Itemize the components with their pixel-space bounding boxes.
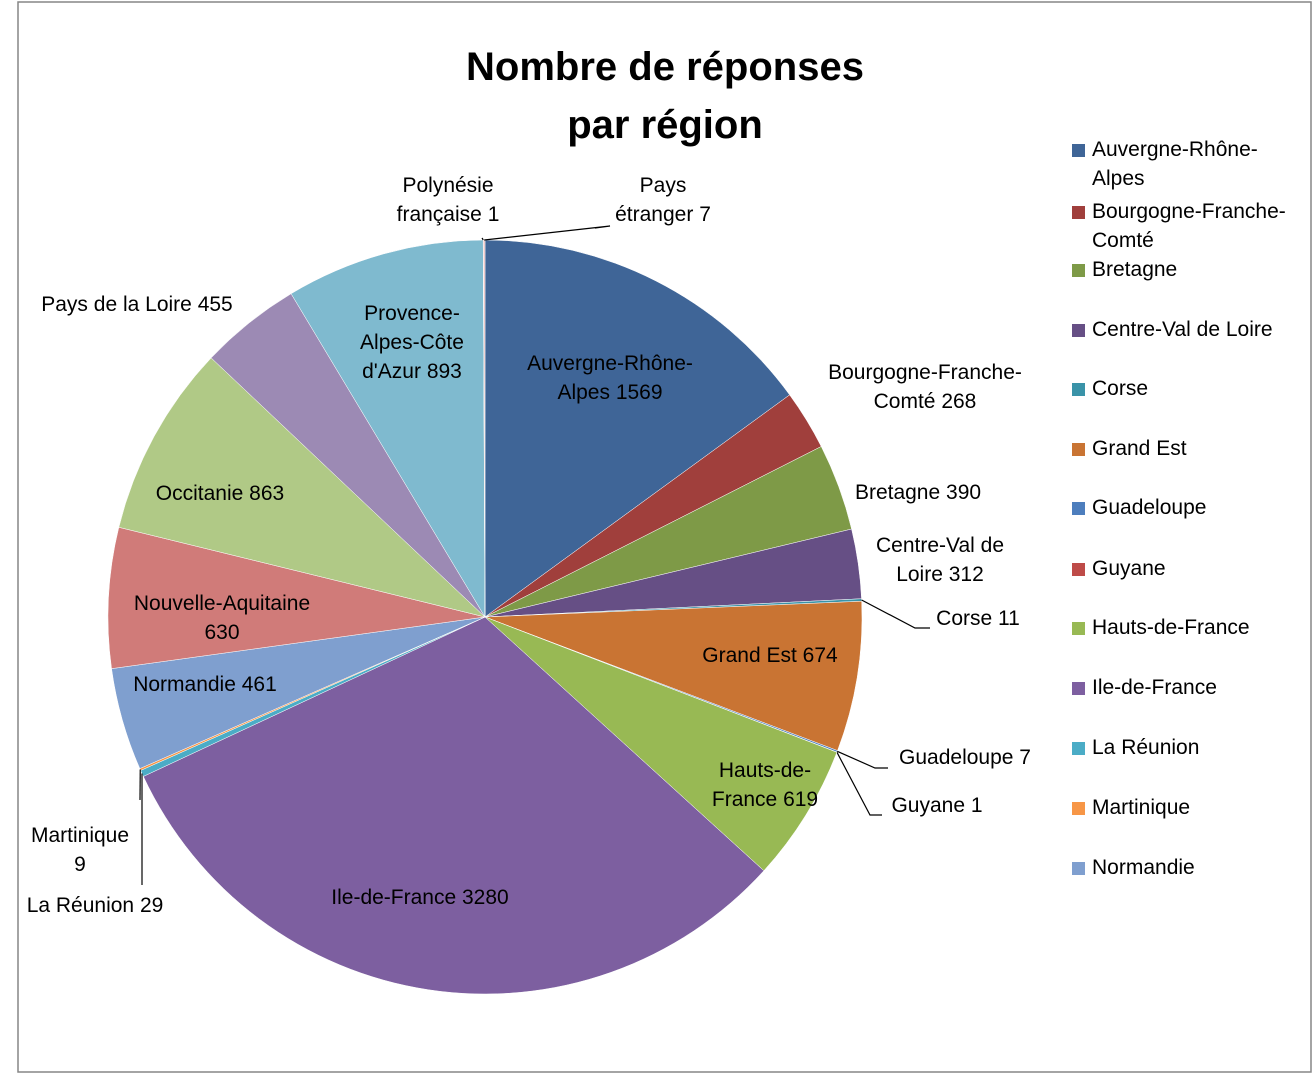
legend-swatch	[1072, 802, 1085, 815]
label-name: Polynésie française	[396, 174, 494, 226]
label-value: 312	[948, 563, 984, 586]
data-label: Polynésie française 1	[378, 171, 518, 229]
data-label: Hauts-de-France 619	[710, 756, 820, 814]
label-value: 863	[249, 481, 285, 505]
data-label: La Réunion 29	[0, 891, 195, 920]
legend-label: Guyane	[1092, 557, 1166, 580]
legend-label: Martinique	[1092, 796, 1191, 819]
label-value: 1	[487, 203, 500, 226]
legend-swatch	[1072, 742, 1085, 755]
label-name: Hauts-de-France	[711, 759, 812, 811]
pie-slice	[290, 239, 486, 618]
data-label: Provence-Alpes-Côte d'Azur 893	[347, 299, 477, 386]
label-name: La Réunion	[26, 893, 135, 917]
data-label: Pays étranger 7	[606, 171, 721, 229]
legend-swatch	[1072, 563, 1085, 576]
data-label: Grand Est 674	[670, 641, 870, 670]
data-label: Ile-de-France 3280	[290, 883, 550, 912]
legend-swatch	[1072, 264, 1085, 277]
label-value: 1	[970, 793, 983, 817]
label-value: 630	[204, 621, 240, 644]
data-label: Guadeloupe 7	[865, 743, 1065, 772]
label-name: Pays étranger	[615, 174, 694, 226]
label-value: 7	[699, 203, 711, 226]
legend-swatch	[1072, 206, 1085, 219]
legend-label: Hauts-de-France	[1092, 616, 1250, 639]
label-value: 455	[197, 292, 233, 316]
label-value: 3280	[462, 885, 509, 909]
data-label: Guyane 1	[867, 791, 1007, 820]
label-name: Normandie	[133, 672, 236, 696]
legend-swatch	[1072, 443, 1085, 456]
chart-title: Nombre de réponses par région	[466, 45, 864, 147]
legend-label: Ile-de-France	[1092, 676, 1217, 699]
leader-line	[861, 599, 930, 629]
legend-label: La Réunion	[1092, 736, 1200, 759]
data-label: Bretagne 390	[818, 478, 1018, 507]
label-name: Occitanie	[155, 481, 244, 505]
pie-slice	[118, 357, 486, 618]
label-value: 1569	[615, 381, 663, 404]
pie-slice	[107, 526, 486, 669]
label-name: Martinique	[30, 824, 130, 847]
data-label: Bourgogne-Franche-Comté 268	[810, 358, 1040, 416]
data-label: Corse 11	[918, 604, 1038, 633]
pie-slice	[484, 616, 838, 872]
label-name: Pays de la Loire	[41, 292, 192, 316]
label-name: Auvergne-Rhône-Alpes	[527, 352, 693, 404]
legend-swatch	[1072, 324, 1085, 337]
label-name: Guadeloupe	[899, 745, 1014, 769]
leader-line	[484, 225, 611, 241]
legend-label: Guadeloupe	[1092, 496, 1207, 519]
label-name: Nouvelle-Aquitaine	[133, 592, 311, 615]
legend-swatch	[1072, 383, 1085, 396]
label-value: 268	[941, 390, 977, 413]
label-name: Ile-de-France	[331, 885, 457, 909]
data-label: Occitanie 863	[120, 479, 320, 508]
label-value: 674	[802, 643, 838, 667]
leader-line	[481, 237, 484, 241]
label-value: 29	[139, 893, 164, 917]
legend-swatch	[1072, 502, 1085, 515]
legend-swatch	[1072, 862, 1085, 875]
legend-swatch	[1072, 682, 1085, 695]
data-label: Pays de la Loire 455	[7, 290, 267, 319]
label-name: Bourgogne-Franche-Comté	[828, 361, 1022, 413]
legend-label: Auvergne-Rhône-Alpes	[1092, 138, 1258, 190]
label-name: Centre-Val de Loire	[875, 534, 1004, 586]
data-label: Centre-Val de Loire 312	[860, 531, 1020, 589]
label-name: Corse	[936, 606, 993, 630]
label-name: Provence-Alpes-Côte d'Azur	[360, 301, 464, 383]
label-value: 619	[783, 788, 819, 811]
label-value: 9	[74, 853, 86, 876]
legend-label: Bretagne	[1092, 258, 1178, 281]
data-label: Martinique 9	[25, 821, 135, 879]
legend-label: Centre-Val de Loire	[1092, 318, 1273, 341]
label-value: 11	[998, 606, 1020, 630]
leader-line	[837, 750, 888, 769]
chart-frame	[17, 1, 1312, 1073]
leader-line	[836, 751, 882, 816]
label-value: 461	[241, 672, 277, 696]
data-label: Nouvelle-Aquitaine 630	[117, 589, 327, 647]
data-label: Normandie 461	[105, 670, 305, 699]
label-name: Grand Est	[702, 643, 797, 667]
legend-label: Grand Est	[1092, 437, 1187, 460]
legend-label: Bourgogne-Franche-Comté	[1092, 200, 1286, 252]
pie-slice	[484, 239, 790, 618]
legend-swatch	[1072, 622, 1085, 635]
pie-slice	[143, 616, 765, 995]
legend-label: Normandie	[1092, 856, 1195, 879]
pie-slice	[484, 600, 863, 751]
legend-swatch	[1072, 144, 1085, 157]
label-value: 893	[426, 359, 462, 383]
label-value: 390	[946, 480, 982, 504]
legend-label: Corse	[1092, 377, 1149, 400]
label-name: Bretagne	[854, 480, 941, 504]
label-value: 7	[1019, 745, 1031, 769]
label-name: Guyane	[891, 793, 966, 817]
data-label: Auvergne-Rhône-Alpes 1569	[520, 349, 700, 407]
